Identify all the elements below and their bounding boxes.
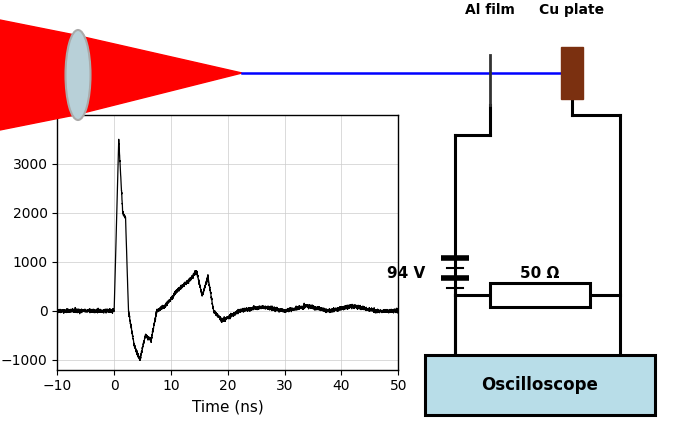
- Text: Cu plate: Cu plate: [539, 3, 605, 17]
- Ellipse shape: [65, 30, 90, 120]
- Polygon shape: [0, 20, 75, 130]
- Text: 50 Ω: 50 Ω: [520, 266, 560, 280]
- X-axis label: Time (ns): Time (ns): [192, 399, 264, 414]
- Text: Al film: Al film: [465, 3, 515, 17]
- Bar: [561, 47, 583, 99]
- Text: 94 V: 94 V: [387, 266, 425, 280]
- Polygon shape: [75, 35, 242, 115]
- Bar: [490, 283, 590, 307]
- Bar: [425, 355, 655, 415]
- Text: Oscilloscope: Oscilloscope: [481, 376, 599, 394]
